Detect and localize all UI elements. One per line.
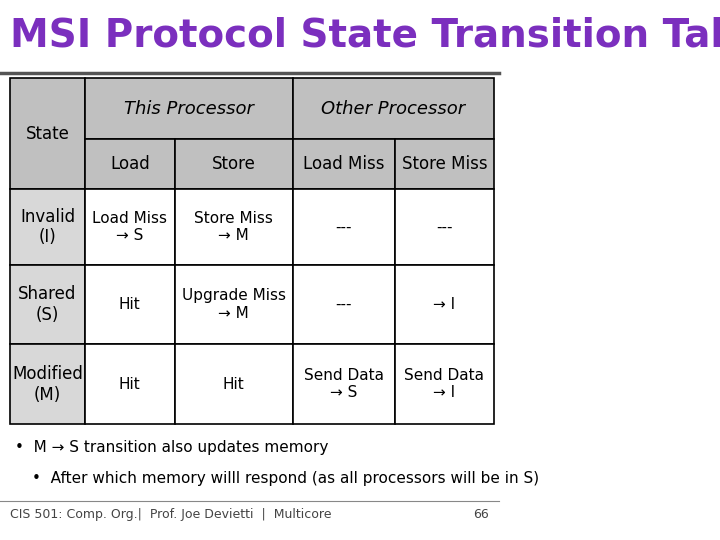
Bar [395, 189, 494, 265]
Text: Invalid
(I): Invalid (I) [20, 207, 75, 246]
Text: Hit: Hit [119, 377, 140, 392]
Text: Modified
(M): Modified (M) [12, 364, 83, 403]
Text: ---: --- [336, 297, 352, 312]
Bar [395, 265, 494, 345]
Bar [293, 139, 395, 189]
Bar [10, 265, 85, 345]
Text: → I: → I [433, 297, 456, 312]
Bar [174, 139, 293, 189]
Bar [85, 78, 293, 139]
Bar [293, 265, 395, 345]
Bar [293, 78, 494, 139]
Text: This Processor: This Processor [124, 99, 254, 118]
Text: State: State [25, 125, 69, 143]
Text: Store Miss
→ M: Store Miss → M [194, 211, 274, 243]
Bar [395, 139, 494, 189]
Text: Hit: Hit [223, 377, 245, 392]
Bar [395, 345, 494, 424]
Text: Store Miss: Store Miss [402, 155, 487, 173]
Bar [174, 265, 293, 345]
Bar [85, 189, 174, 265]
Text: Hit: Hit [119, 297, 140, 312]
Bar [293, 189, 395, 265]
Bar [174, 345, 293, 424]
Bar [174, 189, 293, 265]
Text: CIS 501: Comp. Org.|  Prof. Joe Devietti  |  Multicore: CIS 501: Comp. Org.| Prof. Joe Devietti … [10, 508, 331, 521]
Bar [85, 139, 174, 189]
Text: Upgrade Miss
→ M: Upgrade Miss → M [182, 288, 286, 321]
Text: Load: Load [110, 155, 150, 173]
Text: •  After which memory willl respond (as all processors will be in S): • After which memory willl respond (as a… [32, 471, 539, 487]
Bar [293, 345, 395, 424]
Text: Other Processor: Other Processor [322, 99, 466, 118]
Text: Send Data
→ S: Send Data → S [304, 368, 384, 400]
Text: Store: Store [212, 155, 256, 173]
Text: Load Miss
→ S: Load Miss → S [92, 211, 167, 243]
Bar [85, 345, 174, 424]
Text: MSI Protocol State Transition Table: MSI Protocol State Transition Table [10, 16, 720, 54]
Text: ---: --- [336, 219, 352, 234]
Text: 66: 66 [473, 508, 489, 521]
Bar [85, 265, 174, 345]
Text: ---: --- [436, 219, 453, 234]
Text: Send Data
→ I: Send Data → I [405, 368, 485, 400]
Text: Load Miss: Load Miss [303, 155, 384, 173]
Bar [10, 189, 85, 265]
Bar [10, 78, 85, 189]
Bar [10, 345, 85, 424]
Text: •  M → S transition also updates memory: • M → S transition also updates memory [15, 440, 328, 455]
Text: Shared
(S): Shared (S) [18, 285, 76, 324]
